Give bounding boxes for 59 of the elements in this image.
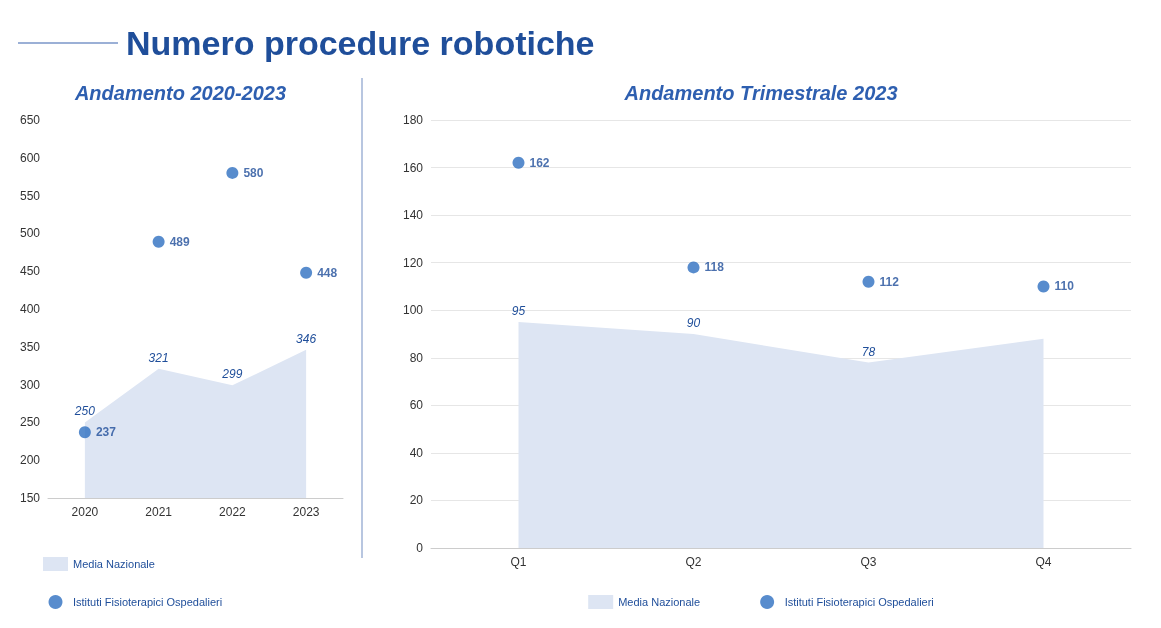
y-tick-label: 350 <box>19 339 41 354</box>
legend-label: Media Nazionale <box>618 596 701 608</box>
y-tick-label: 40 <box>409 445 424 460</box>
y-tick-label: 550 <box>19 188 41 203</box>
legend-label: Istituti Fisioterapici Ospedalieri <box>784 596 934 608</box>
point <box>687 261 700 274</box>
data-label: 489 <box>169 234 190 249</box>
y-tick-label: 250 <box>19 415 41 430</box>
point <box>78 426 91 439</box>
x-tick-label: Q4 <box>1035 555 1052 569</box>
y-tick-label: 300 <box>19 377 41 392</box>
legend-label: Media Nazionale <box>73 558 155 570</box>
x-tick-label: Q3 <box>860 555 877 569</box>
y-tick-label: 80 <box>409 350 424 365</box>
point <box>512 156 525 169</box>
y-tick-label: 100 <box>402 303 424 318</box>
x-tick-label: 2022 <box>219 505 247 519</box>
data-label: 250 <box>73 404 96 419</box>
point <box>862 275 875 288</box>
y-tick-label: 120 <box>402 255 424 270</box>
y-tick-label: 500 <box>19 226 41 241</box>
y-tick-label: 20 <box>409 493 424 508</box>
point <box>226 166 239 179</box>
data-label: 580 <box>243 165 264 180</box>
data-label: 90 <box>686 316 701 330</box>
data-label: 118 <box>704 260 725 275</box>
point <box>152 235 165 248</box>
y-tick-label: 650 <box>19 113 41 127</box>
text: Numero procedure robotiche <box>126 23 595 63</box>
x-tick-label: 2020 <box>71 505 99 519</box>
data-label: 321 <box>148 350 169 365</box>
data-label: 78 <box>861 344 876 359</box>
y-tick-label: 200 <box>19 453 41 468</box>
data-label: 448 <box>317 265 338 280</box>
data-label: 299 <box>221 367 243 382</box>
data-label: 112 <box>879 274 900 289</box>
x-tick-label: Q1 <box>510 555 527 569</box>
data-label: 95 <box>511 304 526 319</box>
data-label: 162 <box>529 155 550 170</box>
x-tick-label: Q2 <box>685 555 702 569</box>
point <box>300 266 313 279</box>
data-label: 346 <box>296 331 317 346</box>
y-tick-label: 160 <box>402 160 424 175</box>
chart-title: Andamento Trimestrale 2023 <box>623 82 898 104</box>
data-label: 237 <box>95 425 117 440</box>
chart-title: Andamento 2020-2023 <box>73 82 287 104</box>
y-tick-label: 400 <box>19 302 41 316</box>
x-tick-label: 2021 <box>145 505 173 519</box>
y-tick-label: 140 <box>402 208 424 223</box>
y-tick-label: 600 <box>19 150 41 165</box>
y-tick-label: 60 <box>409 398 424 413</box>
legend-label: Istituti Fisioterapici Ospedalieri <box>73 596 223 608</box>
y-tick-label: 150 <box>19 491 41 505</box>
y-tick-label: 450 <box>19 264 41 279</box>
y-tick-label: 0 <box>416 541 424 555</box>
x-tick-label: 2023 <box>292 505 320 519</box>
point <box>1037 280 1050 293</box>
data-label: 110 <box>1054 279 1075 294</box>
y-tick-label: 180 <box>402 113 424 127</box>
